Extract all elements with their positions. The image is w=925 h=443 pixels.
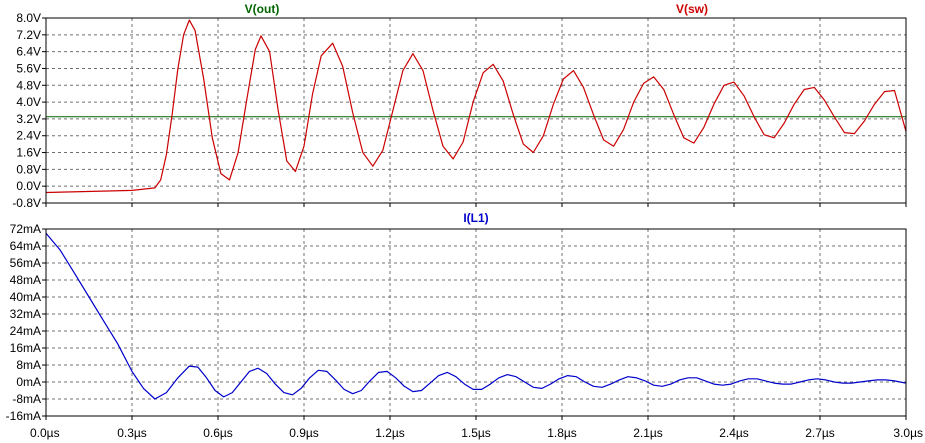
- y-tick-label: 32mA: [10, 307, 41, 321]
- x-tick-label: 0.3µs: [117, 426, 147, 440]
- y-tick-label: 0mA: [16, 375, 41, 389]
- x-tick-label: 0.0µs: [30, 426, 60, 440]
- y-tick-label: 4.0V: [16, 95, 41, 109]
- y-tick-label: 64mA: [10, 239, 41, 253]
- y-tick-label: -0.8V: [12, 196, 41, 210]
- y-tick-label: 4.8V: [16, 78, 41, 92]
- x-tick-label: 2.7µs: [805, 426, 835, 440]
- x-tick-label: 2.4µs: [719, 426, 749, 440]
- voltage-pane: -0.8V 0.0V 0.8V 1.6V 2.4V 3.2V 4.0V 4.8V 5.6V 6.4…: [12, 2, 907, 210]
- y-tick-label: 3.2V: [16, 112, 41, 126]
- y-tick-label: 16mA: [10, 341, 41, 355]
- y-tick-label: -8mA: [12, 392, 41, 406]
- trace-title-i-l1: I(L1): [463, 211, 488, 225]
- y-tick-label: 56mA: [10, 256, 41, 270]
- current-pane: -16mA -8mA 0mA 8mA 16mA 24mA 32mA 40mA 48mA 56mA 6…: [6, 211, 907, 423]
- pane-frame: [45, 17, 907, 204]
- trace-title-v-sw: V(sw): [676, 2, 708, 16]
- y-tick-label: 48mA: [10, 273, 41, 287]
- x-tick-label: 0.9µs: [289, 426, 319, 440]
- trace-v-sw-line: [45, 19, 907, 194]
- y-tick-label: 8.0V: [16, 11, 41, 25]
- y-tick-label: 1.6V: [16, 146, 41, 160]
- x-tick-label: 2.1µs: [633, 426, 663, 440]
- x-tick-label: 3.0µs: [893, 426, 923, 440]
- trace-i-l1-line: [45, 232, 907, 400]
- y-tick-label: 40mA: [10, 290, 41, 304]
- x-axis-tick-labels: 0.0µs 0.3µs 0.6µs 0.9µs 1.2µs 1.5µs 1.8µs 2.1µs…: [30, 426, 923, 440]
- y-tick-label: 2.4V: [16, 129, 41, 143]
- x-tick-label: 0.6µs: [203, 426, 233, 440]
- y-tick-label: 72mA: [10, 222, 41, 236]
- x-tick-label: 1.5µs: [461, 426, 491, 440]
- y-tick-label: 0.0V: [16, 179, 41, 193]
- y-tick-label: 6.4V: [16, 45, 41, 59]
- y-tick-label: -16mA: [6, 409, 41, 423]
- trace-title-v-out: V(out): [245, 2, 280, 16]
- y-tick-label: 8mA: [16, 358, 41, 372]
- y-tick-label: 7.2V: [16, 28, 41, 42]
- x-tick-label: 1.8µs: [547, 426, 577, 440]
- y-tick-label: 5.6V: [16, 61, 41, 75]
- pane-frame: [45, 228, 907, 417]
- y-tick-label: 0.8V: [16, 162, 41, 176]
- y-tick-label: 24mA: [10, 324, 41, 338]
- x-tick-label: 1.2µs: [375, 426, 405, 440]
